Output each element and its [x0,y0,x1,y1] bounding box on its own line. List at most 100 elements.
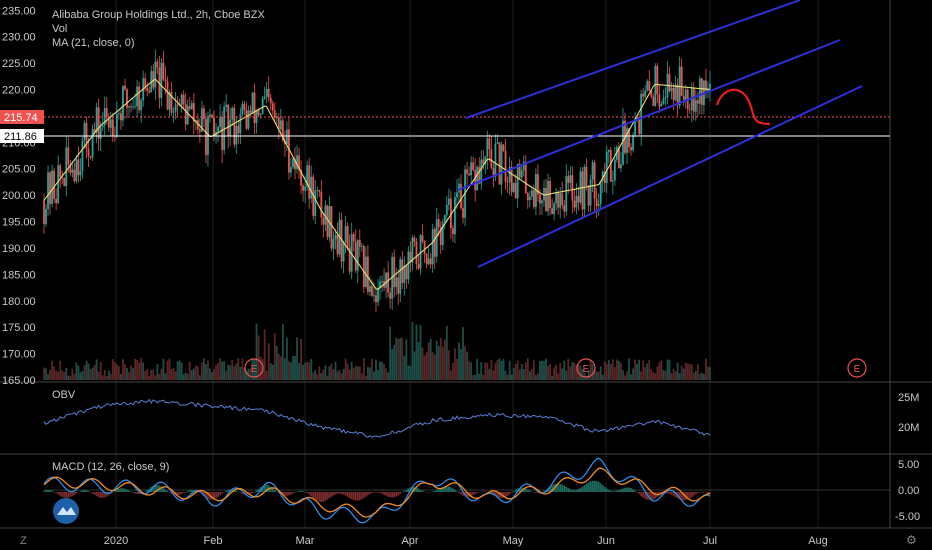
macd-hist-bar [686,492,689,500]
price-tick-10: 185.00 [2,269,36,281]
macd-hist-bar [71,492,74,496]
macd-hist-bar [504,492,507,497]
macd-hist-bar [615,490,618,492]
macd-hist-bar [379,492,381,493]
candle-body [401,259,404,283]
volume-bar [431,352,434,380]
macd-hist-bar [648,492,651,501]
candle-body [184,103,187,125]
volume-bar [156,364,159,380]
trend-channel[interactable] [457,0,863,268]
timezone-toggle[interactable]: Z [20,535,27,547]
candle-body [132,106,134,108]
candle-body [294,159,296,170]
volume-bar [194,365,197,380]
volume-bar [255,323,258,380]
volume-bar [496,359,499,380]
macd-hist-bar [399,492,402,495]
volume-bar [447,350,450,380]
volume-bar [445,325,448,380]
macd-hist-bar [336,492,339,494]
volume-bar [526,358,529,380]
macd-hist-bar [571,489,574,492]
macd-hist-bar [454,489,456,492]
macd-hist-bar [87,491,90,492]
macd-hist-bar [101,492,104,498]
candle-body [245,110,248,129]
candle-body [198,129,201,132]
earnings-marker-2[interactable]: E [576,358,596,378]
tradingview-logo[interactable] [53,498,79,524]
price-y-axis: 235.00230.00225.00220.00215.00210.00205.… [2,5,36,387]
earnings-marker-1-text: E [251,364,258,375]
candle-body [636,117,639,120]
macd-hist-bar [445,486,448,492]
macd-hist-bar [668,492,671,494]
projection-annotation[interactable] [715,88,771,126]
volume-bar [413,351,416,380]
candle-body [684,89,687,100]
volume-bar [395,337,398,380]
candle-body [146,87,149,91]
macd-hist-bar [292,492,294,494]
macd-hist-bar [397,492,400,496]
candle-body [310,176,313,199]
candle-body [618,146,620,169]
volume-bar [449,370,452,380]
macd-hist-bar [518,487,521,492]
volume-bar [53,366,56,380]
volume-bar [259,356,262,380]
volume-bar [464,346,466,380]
macd-hist-bar [83,490,86,492]
volume-bar [67,375,70,380]
volume-bar [658,362,661,380]
volume-bar [160,368,163,380]
volume-bar [105,375,108,380]
candle-body [707,89,709,91]
settings-gear-icon[interactable]: ⚙ [906,533,917,547]
candle-body [377,288,379,303]
macd-hist-bar [253,491,256,493]
price-tick-6: 205.00 [2,164,36,176]
macd-hist-bar [474,492,477,495]
candle-body [115,114,118,137]
macd-hist-bar [105,492,108,497]
volume-bar [65,367,68,380]
volume-bar [142,362,145,380]
volume-bar [196,366,199,380]
channel-lower-line [477,85,863,268]
macd-hist-bar [251,492,254,494]
candle-body [466,169,468,174]
candle-body [701,78,703,106]
volume-bar [563,360,566,380]
volume-bar [707,366,709,380]
macd-hist-bar [583,485,586,492]
volume-bar [646,363,649,380]
obv-pane[interactable]: OBV 25M 20M [43,389,919,438]
macd-tick-0: 0.00 [898,485,919,497]
candle-body [67,147,70,165]
macd-hist-bar [302,491,305,492]
macd-hist-bar [99,492,102,498]
earnings-marker-3[interactable]: E [847,358,867,378]
macd-pane[interactable]: MACD (12, 26, close, 9) 5.00 0.00 -5.00 [43,457,920,524]
volume-bar [190,370,193,380]
macd-hist-bar [620,489,622,492]
volume-bar [231,359,234,380]
signal-line [43,467,711,518]
macd-hist-bar [300,490,302,492]
earnings-marker-1[interactable]: E [244,358,264,378]
price-pane[interactable]: 235.00230.00225.00220.00215.00210.00205.… [0,0,890,387]
macd-hist-bar [522,487,525,492]
volume-bar [324,365,327,380]
volume-bar [130,365,132,380]
macd-hist-bar [67,492,70,498]
macd-hist-bar [577,489,580,492]
macd-hist-bar [575,489,578,492]
macd-hist-bar [427,492,430,493]
macd-hist-bar [186,490,189,492]
macd-hist-bar [180,492,183,494]
macd-hist-bar [89,492,92,493]
macd-hist-bar [231,489,234,492]
